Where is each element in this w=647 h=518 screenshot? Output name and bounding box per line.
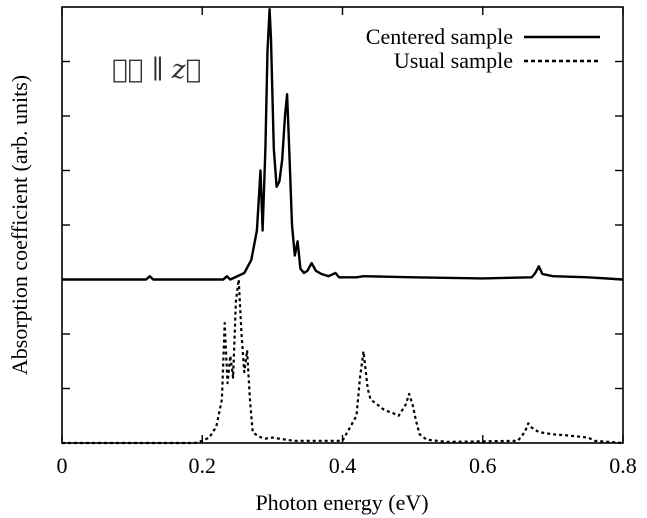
legend-label-centered: Centered sample — [366, 24, 513, 49]
x-axis-label: Photon energy (eV) — [255, 490, 428, 515]
series-line-usual-sample — [62, 278, 624, 445]
x-tick-label: 0 — [57, 453, 68, 478]
y-axis-label: Absorption coefficient (arb. units) — [7, 75, 32, 375]
legend-label-usual: Usual sample — [394, 48, 513, 73]
x-tick-label: 0.8 — [609, 453, 637, 478]
legend: Centered sample Usual sample — [366, 24, 600, 73]
x-tick-label: 0.2 — [189, 453, 217, 478]
x-tick-label: 0.4 — [329, 453, 357, 478]
series-line-centered-sample — [62, 7, 624, 281]
field-direction-annotation: ℰ⃗ ∥ z⃗ — [112, 55, 201, 85]
x-tick-label: 0.6 — [469, 453, 497, 478]
